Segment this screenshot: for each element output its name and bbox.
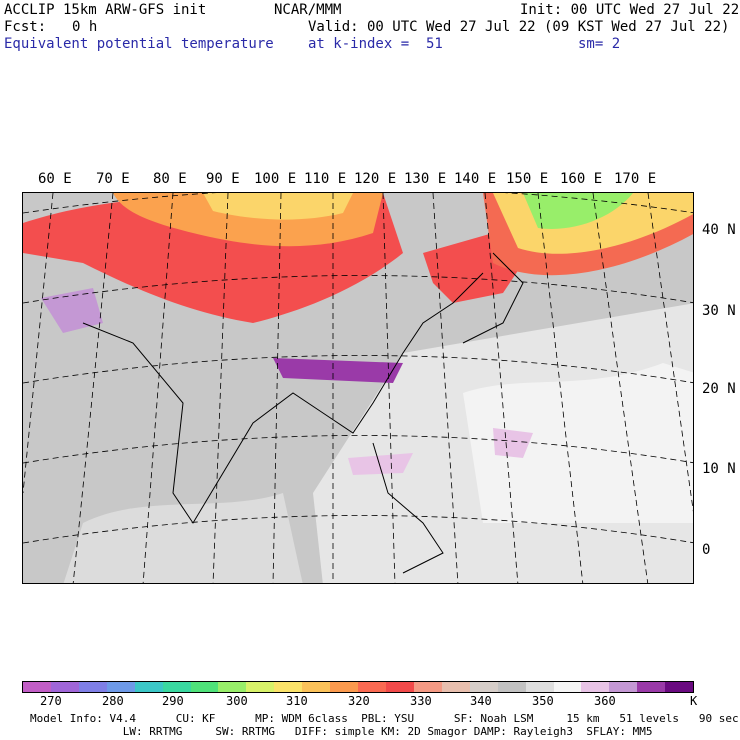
colorbar-segment [218,682,247,692]
purple-patch-yangtze [273,358,403,383]
lon-line [537,193,584,583]
lon-label: 170 E [614,171,657,187]
colorbar-segment [302,682,331,692]
colorbar-segment [274,682,303,692]
center-label: NCAR/MMM [274,2,342,18]
colorbar-segment [441,682,470,692]
colorbar-unit: K [690,694,698,708]
colorbar-tick: 360 [594,694,616,708]
purple-patch-east [493,428,533,458]
lat-label: 30 N [702,303,736,319]
fcst-label: Fcst: [4,19,47,35]
colorbar-segment [106,682,135,692]
fcst-value: 0 h [72,19,98,35]
colorbar-segment [553,682,582,692]
lon-label: 80 E [153,171,187,187]
colorbar-segment [581,682,610,692]
lon-line [142,193,174,583]
valid-time: Valid: 00 UTC Wed 27 Jul 22 (09 KST Wed … [308,19,730,35]
lon-label: 120 E [354,171,397,187]
purple-patch-west [41,288,103,333]
lat-label: 10 N [702,461,736,477]
lon-line [647,193,693,512]
lon-line [484,193,519,583]
npac-green-band [523,193,633,229]
colorbar-segment [78,682,107,692]
theta-e-field [23,193,693,583]
colorbar-segment [637,682,666,692]
lon-label: 140 E [454,171,497,187]
lon-label: 110 E [304,171,347,187]
lon-label: 60 E [38,171,72,187]
indian-ocean-region [63,493,303,583]
graticule [23,193,693,583]
lon-line [272,193,282,583]
philippines-coastline [372,442,444,574]
colorbar-tick: 280 [102,694,124,708]
colorbar-segment [497,682,526,692]
colorbar-segment [190,682,219,692]
colorbar-segment [162,682,191,692]
japan-coastline [462,252,524,344]
model-info-line1: Model Info: V4.4 CU: KF MP: WDM 6class P… [30,712,739,725]
colorbar-tick: 350 [532,694,554,708]
lon-line [23,193,54,494]
colorbar-segment [413,682,442,692]
smoothing-info: sm= 2 [578,36,621,52]
colorbar-segment [23,682,51,692]
lon-label: 70 E [96,171,130,187]
init-time: Init: 00 UTC Wed 27 Jul 22 [520,2,740,18]
ocean-lightest-region [463,363,693,523]
colorbar-tick: 340 [470,694,492,708]
lon-label: 100 E [254,171,297,187]
colorbar-segment [246,682,275,692]
colorbar-segment [134,682,163,692]
colorbar-tick: 310 [286,694,308,708]
lat-label: 20 N [702,381,736,397]
lon-line [432,193,459,583]
purple-patch-pacific [348,453,413,475]
colorbar-tick: 290 [162,694,184,708]
warm-band-yellow [203,193,353,220]
colorbar-tick: 330 [410,694,432,708]
colorbar [22,681,694,693]
colorbar-tick: 300 [226,694,248,708]
lon-label: 130 E [404,171,447,187]
colorbar-segment [330,682,359,692]
lon-line [382,193,396,583]
coastline [82,272,484,524]
model-info-line2: LW: RRTMG SW: RRTMG DIFF: simple KM: 2D … [30,725,653,738]
colorbar-tick: 270 [40,694,62,708]
colorbar-segment [525,682,554,692]
level-info: at k-index = 51 [308,36,443,52]
colorbar-segment [358,682,386,692]
lat-label: 40 N [702,222,736,238]
colorbar-segment [609,682,638,692]
colorbar-segment [385,682,414,692]
model-title: ACCLIP 15km ARW-GFS init [4,2,207,18]
lon-line [72,193,114,583]
colorbar-segment [50,682,79,692]
lon-label: 150 E [506,171,549,187]
lat-label: 0 [702,542,711,558]
colorbar-segment [469,682,498,692]
field-name: Equivalent potential temperature [4,36,274,52]
lon-label: 90 E [206,171,240,187]
lon-line [212,193,229,583]
lon-label: 160 E [560,171,603,187]
colorbar-segment [665,682,694,692]
map-panel [22,192,694,584]
colorbar-tick: 320 [348,694,370,708]
lon-line [592,193,649,583]
